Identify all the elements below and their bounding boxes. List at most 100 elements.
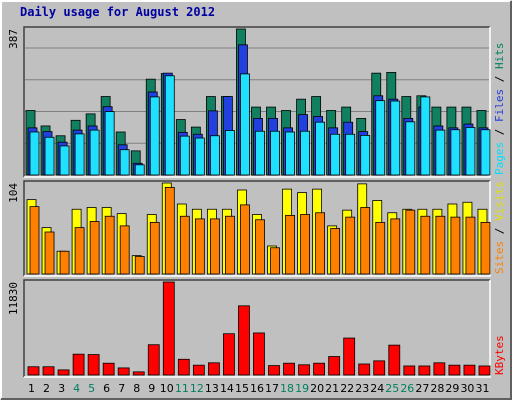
bar-kbytes-day-6 — [102, 362, 115, 376]
bar-sites-day-3 — [59, 250, 70, 275]
x-tick-day-15: 15 — [235, 382, 249, 395]
bar-pages-day-5 — [89, 129, 100, 176]
x-tick-day-28: 28 — [430, 382, 444, 395]
bar-pages-day-12 — [194, 137, 205, 176]
x-tick-day-25: 25 — [385, 382, 399, 395]
bar-kbytes-day-23 — [358, 363, 371, 376]
bar-pages-day-1 — [29, 131, 40, 176]
panel-hits-files-pages: 387 Pages / Files / Hits — [7, 26, 506, 178]
bar-kbytes-day-28 — [433, 362, 446, 376]
bar-pages-day-14 — [225, 130, 235, 176]
bar-kbytes-day-22 — [343, 337, 356, 376]
bar-sites-day-5 — [89, 221, 100, 275]
bar-pages-day-4 — [74, 133, 85, 176]
bar-pages-day-2 — [44, 136, 55, 176]
bar-sites-day-28 — [435, 215, 446, 275]
bar-kbytes-day-1 — [27, 366, 40, 376]
bar-sites-day-25 — [390, 218, 401, 275]
bar-sites-day-4 — [74, 227, 85, 275]
bar-kbytes-day-15 — [238, 305, 250, 376]
bar-sites-day-26 — [405, 209, 416, 275]
bar-pages-day-25 — [390, 100, 401, 176]
bar-kbytes-day-13 — [207, 362, 220, 376]
bar-kbytes-day-25 — [388, 344, 401, 376]
x-tick-day-3: 3 — [58, 382, 65, 395]
bar-pages-day-3 — [59, 145, 70, 176]
bar-sites-day-13 — [209, 218, 220, 275]
legend-entry: / — [493, 221, 506, 241]
bar-kbytes-day-26 — [403, 365, 416, 376]
bar-kbytes-day-16 — [253, 332, 265, 376]
bar-pages-day-6 — [104, 111, 115, 176]
bar-pages-day-27 — [420, 96, 431, 176]
bar-sites-day-8 — [134, 256, 145, 275]
bar-sites-day-21 — [330, 228, 341, 275]
bar-pages-day-8 — [134, 164, 145, 176]
x-tick-day-6: 6 — [103, 382, 110, 395]
bar-kbytes-day-14 — [223, 333, 235, 376]
x-tick-day-10: 10 — [160, 382, 174, 395]
bar-sites-day-22 — [345, 216, 356, 275]
x-tick-day-19: 19 — [295, 382, 309, 395]
bar-sites-day-1 — [29, 206, 40, 275]
y-max-label-visits-sites: 104 — [7, 183, 20, 203]
bar-sites-day-19 — [300, 214, 310, 275]
bar-kbytes-day-29 — [448, 364, 461, 376]
x-tick-day-27: 27 — [415, 382, 429, 395]
bar-sites-day-2 — [44, 231, 55, 275]
x-tick-day-12: 12 — [190, 382, 204, 395]
bar-sites-day-15 — [240, 204, 250, 275]
x-tick-day-17: 17 — [265, 382, 279, 395]
bar-kbytes-day-19 — [298, 364, 310, 376]
legend-visits-sites: Sites / Visits — [493, 181, 506, 274]
x-tick-day-2: 2 — [43, 382, 50, 395]
legend-kbytes: KBytes — [493, 335, 506, 375]
bar-pages-day-29 — [450, 129, 461, 176]
bar-sites-day-24 — [375, 221, 386, 275]
x-tick-day-9: 9 — [148, 382, 155, 395]
bar-pages-day-21 — [330, 133, 341, 176]
bar-pages-day-26 — [405, 121, 416, 176]
legend-entry: Pages — [493, 142, 506, 175]
bar-kbytes-day-27 — [418, 365, 431, 376]
bar-pages-day-16 — [255, 130, 265, 176]
bar-pages-day-13 — [209, 135, 220, 176]
bar-kbytes-day-17 — [268, 365, 280, 376]
y-max-label-kbytes: 11830 — [7, 282, 20, 315]
bar-sites-day-9 — [149, 221, 160, 275]
bar-kbytes-day-7 — [117, 367, 130, 376]
panel-kbytes: 11830 KBytes — [7, 279, 506, 378]
x-tick-day-14: 14 — [220, 382, 234, 395]
legend-entry: / — [493, 122, 506, 142]
bar-sites-day-14 — [225, 215, 235, 275]
bar-pages-day-24 — [375, 100, 386, 176]
legend-entry: Visits — [493, 181, 506, 221]
x-tick-day-7: 7 — [118, 382, 125, 395]
x-tick-day-11: 11 — [175, 382, 189, 395]
x-axis-tick-labels: 1 2 3 4 5 6 7 8 9 10 11 12 13 14 15 16 17 18 19 20 21 22 23 24 2… — [28, 382, 489, 395]
bar-pages-day-19 — [300, 130, 310, 176]
bar-pages-day-11 — [179, 135, 190, 176]
x-tick-day-26: 26 — [400, 382, 414, 395]
x-tick-day-31: 31 — [475, 382, 489, 395]
x-tick-day-24: 24 — [370, 382, 384, 395]
bar-kbytes-day-30 — [463, 364, 476, 376]
legend-entry: / — [493, 69, 506, 89]
legend-entry: Files — [493, 89, 506, 122]
x-tick-day-13: 13 — [205, 382, 219, 395]
bar-sites-day-20 — [315, 212, 326, 275]
bar-sites-day-12 — [194, 218, 205, 275]
bar-kbytes-day-24 — [373, 360, 386, 376]
bar-kbytes-day-18 — [283, 362, 295, 376]
x-tick-day-30: 30 — [460, 382, 474, 395]
bar-sites-day-31 — [480, 221, 491, 275]
bar-pages-day-28 — [435, 129, 446, 176]
x-tick-day-22: 22 — [340, 382, 354, 395]
bar-pages-day-7 — [119, 149, 130, 176]
y-max-label-hits-files-pages: 387 — [7, 29, 20, 49]
x-tick-day-23: 23 — [355, 382, 369, 395]
bar-sites-day-27 — [420, 215, 431, 275]
bar-sites-day-6 — [104, 215, 115, 275]
bar-kbytes-day-11 — [177, 358, 190, 376]
